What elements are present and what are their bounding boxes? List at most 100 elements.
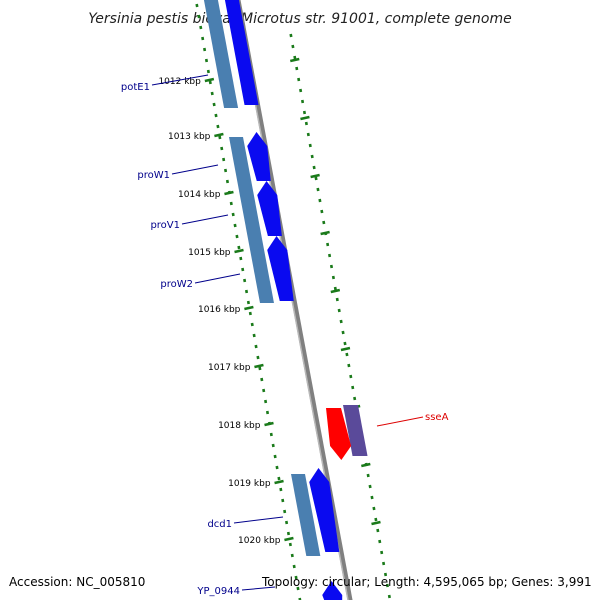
outer-ruler-dot bbox=[370, 495, 374, 500]
inner-ruler-dot bbox=[262, 388, 266, 393]
inner-ruler-dot bbox=[258, 366, 262, 371]
outer-ruler-dot bbox=[304, 121, 308, 126]
inner-ruler-dot bbox=[264, 399, 268, 404]
inner-ruler-dot bbox=[283, 509, 287, 514]
inner-ruler-dot bbox=[277, 476, 281, 481]
outer-ruler-dot bbox=[353, 396, 357, 401]
inner-ruler-dot bbox=[210, 91, 214, 96]
outer-ruler-dot bbox=[382, 561, 386, 566]
gene-label-leader bbox=[181, 214, 229, 225]
topology-text: Topology: circular; Length: 4,595,065 bp… bbox=[261, 575, 592, 589]
outer-ruler-dot bbox=[289, 33, 293, 38]
inner-ruler-dot bbox=[212, 102, 216, 107]
gene-label: proW2 bbox=[160, 279, 193, 290]
inner-ruler-dot bbox=[279, 487, 283, 492]
inner-ruler-dot bbox=[269, 432, 273, 437]
gene-label: YP_0944 bbox=[196, 586, 240, 597]
outer-ruler-dot bbox=[312, 165, 316, 170]
inner-ruler-dot bbox=[260, 377, 264, 382]
inner-ruler-dot bbox=[290, 553, 294, 558]
outer-tick-mark bbox=[289, 57, 300, 63]
outer-tick-mark bbox=[300, 115, 310, 121]
inner-ruler-dot bbox=[273, 454, 277, 459]
inner-ruler-dot bbox=[248, 311, 252, 316]
outer-ruler-dot bbox=[308, 143, 312, 148]
kbp-tick-mark bbox=[204, 77, 215, 83]
gene-label-leader bbox=[241, 586, 276, 591]
accession-text: Accession: NC_005810 bbox=[9, 575, 145, 589]
outer-ruler-dot bbox=[316, 187, 320, 192]
gene-label: proV1 bbox=[150, 220, 180, 231]
outer-tick-mark bbox=[340, 346, 351, 352]
gene-proW2-arrow bbox=[267, 236, 294, 301]
inner-ruler-dot bbox=[254, 344, 258, 349]
outer-ruler-dot bbox=[333, 286, 337, 291]
inner-ruler-dot bbox=[203, 47, 207, 52]
cds-proW1-proV1-proW2-bar bbox=[229, 137, 274, 303]
kbp-tick-mark bbox=[284, 536, 294, 542]
inner-ruler-dot bbox=[288, 542, 292, 547]
outer-ruler-dot bbox=[318, 198, 322, 203]
outer-ruler-dot bbox=[349, 374, 353, 379]
inner-ruler-dot bbox=[252, 333, 256, 338]
inner-ruler-dot bbox=[201, 36, 205, 41]
outer-ruler-dot bbox=[374, 517, 378, 522]
outer-tick-mark bbox=[330, 288, 341, 294]
inner-ruler-dot bbox=[224, 168, 228, 173]
inner-ruler-dot bbox=[214, 113, 218, 118]
cds-potE1-bar bbox=[203, 0, 239, 108]
kbp-tick-mark bbox=[224, 190, 234, 196]
gene-label-leader bbox=[233, 516, 284, 524]
gene-label: proW1 bbox=[137, 170, 170, 181]
outer-ruler-dot bbox=[387, 594, 391, 599]
outer-ruler-dot bbox=[293, 55, 297, 60]
inner-ruler-dot bbox=[286, 531, 291, 536]
kbp-tick-label: 1018 kbp bbox=[218, 421, 261, 431]
gene-sseA-arrow bbox=[326, 408, 352, 460]
map-title: Yersinia pestis biovar Microtus str. 910… bbox=[88, 11, 511, 27]
outer-ruler-dot bbox=[326, 242, 330, 247]
outer-ruler-dot bbox=[302, 110, 307, 115]
outer-ruler-dot bbox=[368, 484, 372, 489]
inner-ruler-dot bbox=[233, 223, 237, 228]
inner-ruler-dot bbox=[292, 564, 296, 569]
inner-ruler-dot bbox=[195, 3, 199, 8]
gene-dcd1-arrow bbox=[309, 468, 340, 552]
inner-ruler-dot bbox=[271, 443, 275, 448]
gene-label-leader bbox=[151, 74, 209, 86]
gene-label-leader bbox=[194, 273, 241, 284]
inner-ruler-dot bbox=[208, 80, 212, 85]
gene-label-leader bbox=[171, 164, 219, 175]
outer-tick-mark bbox=[310, 173, 320, 179]
kbp-tick-label: 1015 kbp bbox=[188, 248, 231, 258]
outer-ruler-dot bbox=[347, 363, 351, 368]
outer-ruler-dot bbox=[329, 264, 334, 269]
inner-ruler-dot bbox=[204, 58, 209, 63]
inner-ruler-dot bbox=[294, 575, 298, 580]
inner-ruler-dot bbox=[206, 69, 210, 74]
outer-ruler-dot bbox=[335, 297, 339, 302]
kbp-tick-mark bbox=[244, 305, 254, 311]
cds-sseA-bar bbox=[343, 405, 368, 456]
cds-dcd1-bar bbox=[291, 474, 321, 556]
inner-ruler-dot bbox=[256, 355, 260, 360]
outer-ruler-dot bbox=[320, 209, 324, 214]
outer-ruler-dot bbox=[322, 220, 326, 225]
features bbox=[203, 0, 368, 600]
outer-ruler-dot bbox=[343, 341, 347, 346]
inner-ruler-dot bbox=[225, 179, 230, 184]
kbp-tick-mark bbox=[214, 132, 224, 138]
outer-ruler-dot bbox=[376, 528, 380, 533]
inner-ruler-dot bbox=[243, 278, 247, 283]
outer-ruler-dot bbox=[385, 583, 389, 588]
outer-ruler-dot bbox=[341, 330, 345, 335]
inner-ruler-dot bbox=[216, 124, 220, 129]
inner-ruler-dot bbox=[220, 146, 224, 151]
outer-ruler-dot bbox=[306, 132, 310, 137]
inner-ruler-dot bbox=[250, 322, 254, 327]
outer-ruler-dot bbox=[301, 99, 305, 104]
inner-ruler-dot bbox=[296, 586, 300, 591]
inner-ruler-dot bbox=[275, 465, 279, 470]
kbp-tick-label: 1019 kbp bbox=[228, 479, 271, 489]
